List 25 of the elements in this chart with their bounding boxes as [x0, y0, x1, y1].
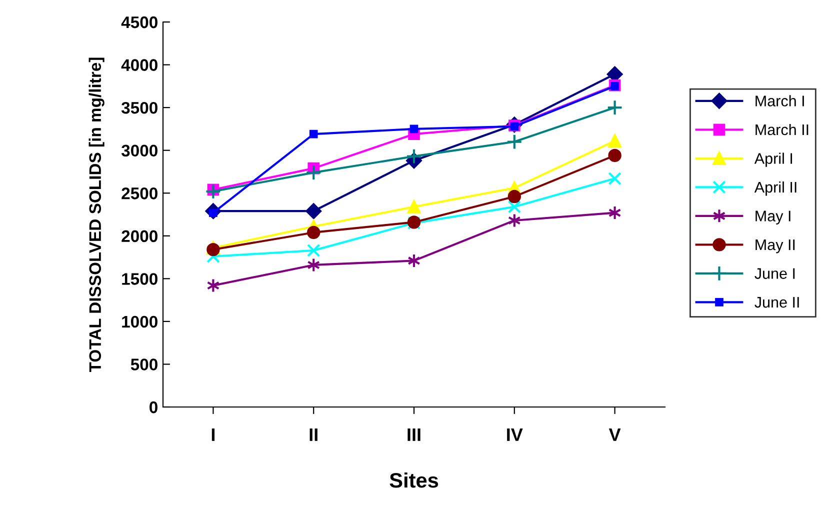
- legend-label: May I: [756, 210, 790, 224]
- y-tick-label: 4000: [121, 59, 158, 71]
- legend-label: March I: [756, 95, 804, 106]
- y-tick-label: 2500: [122, 188, 158, 200]
- y-tick-label: 3000: [121, 144, 158, 157]
- y-tick-label: 3500: [121, 102, 158, 114]
- legend-label: May II: [756, 240, 795, 254]
- y-tick-label: 1500: [122, 273, 158, 285]
- x-tick-label: IV: [507, 428, 523, 441]
- x-tick-label: V: [608, 428, 621, 441]
- y-tick-label: 1000: [122, 316, 158, 328]
- y-tick-label: 500: [130, 358, 158, 370]
- x-tick-label: II: [310, 428, 318, 441]
- legend-label: June II: [754, 297, 799, 308]
- y-tick-label: 4500: [121, 16, 158, 28]
- x-axis-title: Sites: [390, 472, 438, 488]
- y-tick-label: 2000: [122, 230, 158, 242]
- y-tick-label: 0: [150, 401, 158, 414]
- x-tick-label: III: [408, 428, 420, 441]
- y-axis-title: TOTAL DISSOLVED SOLIDS [in mg/litre]: [88, 58, 104, 372]
- legend-label: March II: [756, 124, 808, 136]
- legend-label: June I: [754, 268, 795, 279]
- legend-label: April II: [754, 181, 796, 196]
- x-tick-label: I: [212, 428, 214, 441]
- legend-label: April I: [754, 152, 792, 167]
